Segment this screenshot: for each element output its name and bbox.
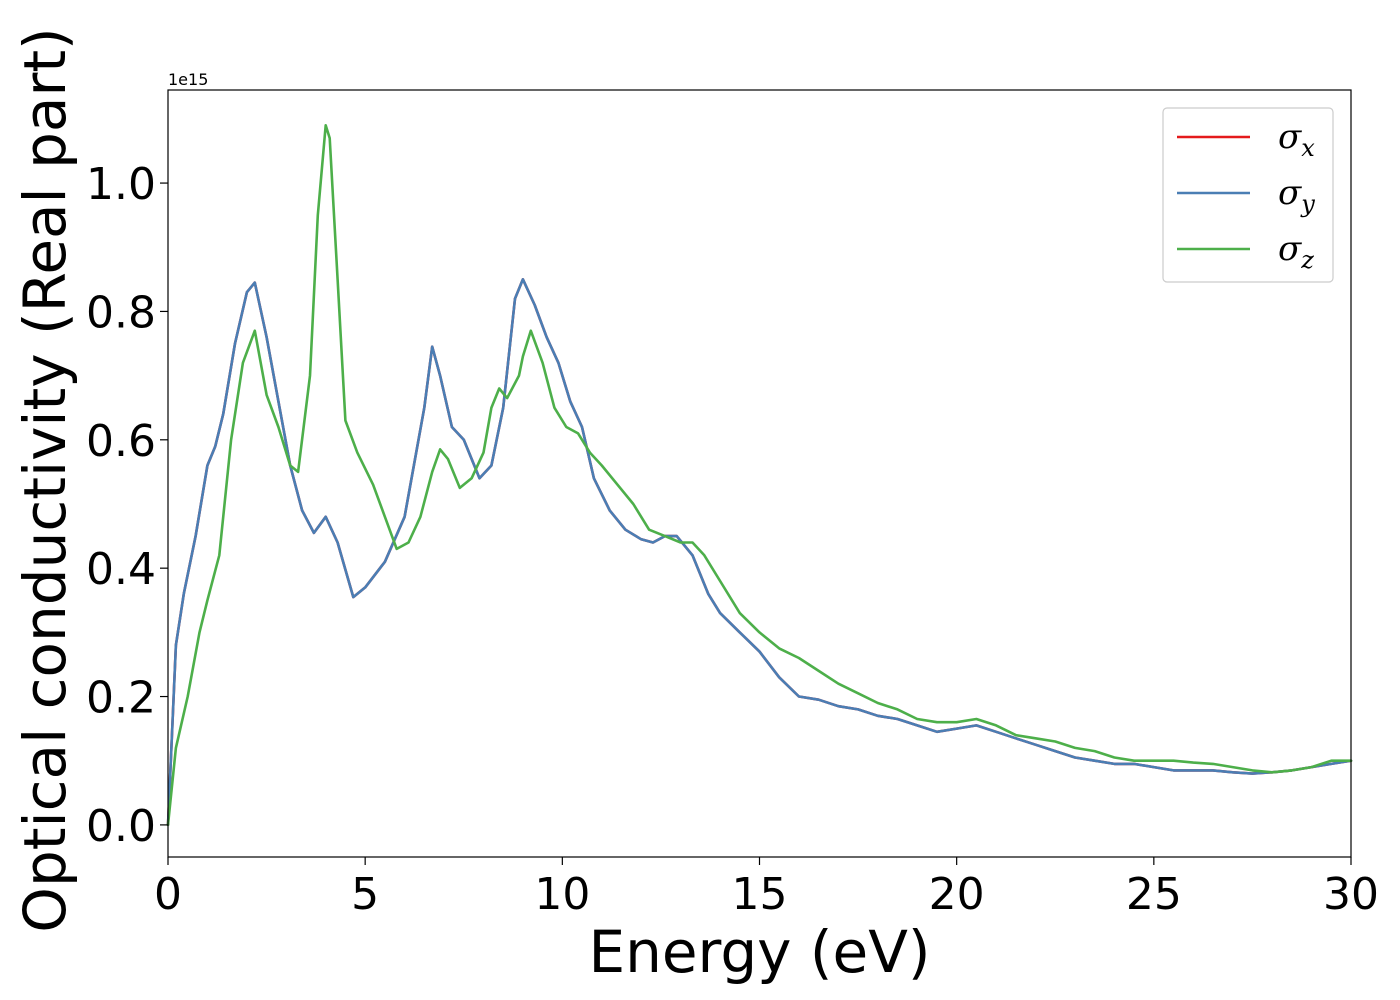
series-layer xyxy=(166,124,1353,827)
series-line-z xyxy=(166,124,1353,827)
y-axis: 0.0 0.2 0.4 0.6 0.8 1.0 xyxy=(86,159,168,852)
series-line-y xyxy=(166,278,1353,827)
legend-label-x: σx xyxy=(1278,117,1315,162)
y-tick-label: 1.0 xyxy=(86,159,156,210)
x-axis: 0 5 10 15 20 25 30 xyxy=(154,857,1379,920)
x-axis-title: Energy (eV) xyxy=(588,918,930,986)
x-tick-label: 0 xyxy=(154,869,182,920)
y-tick-label: 0.6 xyxy=(86,416,156,467)
x-tick-label: 30 xyxy=(1323,869,1379,920)
legend-entries: σx σy σz xyxy=(1177,117,1315,274)
plot-background xyxy=(168,90,1351,857)
y-axis-title: Optical conductivity (Real part) xyxy=(11,27,79,932)
y-tick-label: 0.0 xyxy=(86,801,156,852)
legend-label-z: σz xyxy=(1278,229,1314,274)
legend-label-y: σy xyxy=(1278,173,1315,218)
legend: σx σy σz xyxy=(1162,107,1334,283)
y-tick-label: 0.4 xyxy=(86,544,156,595)
y-tick-label: 0.8 xyxy=(86,287,156,338)
y-offset-label: 1e15 xyxy=(168,70,208,89)
x-tick-label: 10 xyxy=(534,869,590,920)
legend-box xyxy=(1162,107,1334,283)
y-tick-label: 0.2 xyxy=(86,673,156,724)
x-tick-label: 15 xyxy=(732,869,788,920)
x-tick-label: 20 xyxy=(929,869,985,920)
x-tick-label: 5 xyxy=(351,869,379,920)
x-tick-label: 25 xyxy=(1126,869,1182,920)
